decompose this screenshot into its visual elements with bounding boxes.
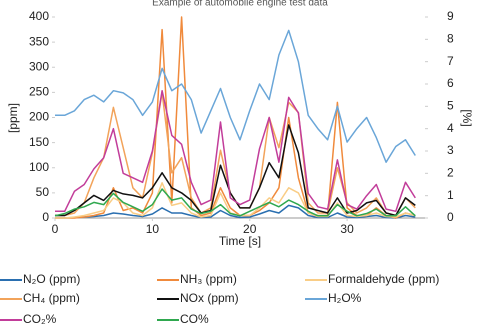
y-tick-label: 300 — [29, 59, 49, 73]
legend-label: N₂O (ppm) — [23, 272, 80, 286]
y-tick-label: 350 — [29, 34, 49, 48]
y2-tick-label: 8 — [447, 32, 454, 46]
y-axis-label: [ppm] — [6, 103, 20, 133]
y2-tick-label: 7 — [447, 54, 454, 68]
legend-label: NOx (ppm) — [180, 291, 239, 305]
y-tick-label: 0 — [42, 210, 49, 224]
series-line — [54, 188, 416, 217]
legend-label: CO₂% — [23, 312, 57, 326]
x-axis-label: Time [s] — [219, 234, 261, 248]
y-tick-label: 150 — [29, 135, 49, 149]
y-tick-label: 200 — [29, 110, 49, 124]
x-tick-label: 0 — [52, 222, 59, 236]
y2-axis-label: [%] — [460, 109, 474, 126]
legend-label: H₂O% — [328, 291, 362, 305]
chart-title: Example of automobile engine test data — [152, 0, 328, 9]
x-tick-label: 30 — [340, 222, 354, 236]
x-tick-label: 20 — [243, 222, 257, 236]
series-line — [55, 16, 416, 219]
series-line — [55, 29, 416, 163]
legend-label: CO% — [180, 312, 209, 326]
y-tick-label: 250 — [29, 85, 49, 99]
y2-tick-label: 0 — [447, 210, 454, 224]
y2-tick-label: 3 — [447, 143, 454, 157]
y2-tick-label: 4 — [447, 121, 454, 135]
y2-tick-label: 9 — [447, 9, 454, 23]
x-tick-label: 10 — [146, 222, 160, 236]
legend-label: NH₃ (ppm) — [180, 272, 237, 286]
y-tick-label: 50 — [36, 185, 50, 199]
y-tick-label: 100 — [29, 160, 49, 174]
y2-tick-label: 5 — [447, 99, 454, 113]
legend-label: CH₄ (ppm) — [23, 291, 80, 305]
y-tick-label: 400 — [29, 9, 49, 23]
series-line — [55, 89, 416, 213]
series-line — [55, 204, 416, 219]
y2-tick-label: 2 — [447, 166, 454, 180]
legend-label: Formaldehyde (ppm) — [328, 272, 439, 286]
y2-tick-label: 1 — [447, 188, 454, 202]
y2-tick-label: 6 — [447, 76, 454, 90]
